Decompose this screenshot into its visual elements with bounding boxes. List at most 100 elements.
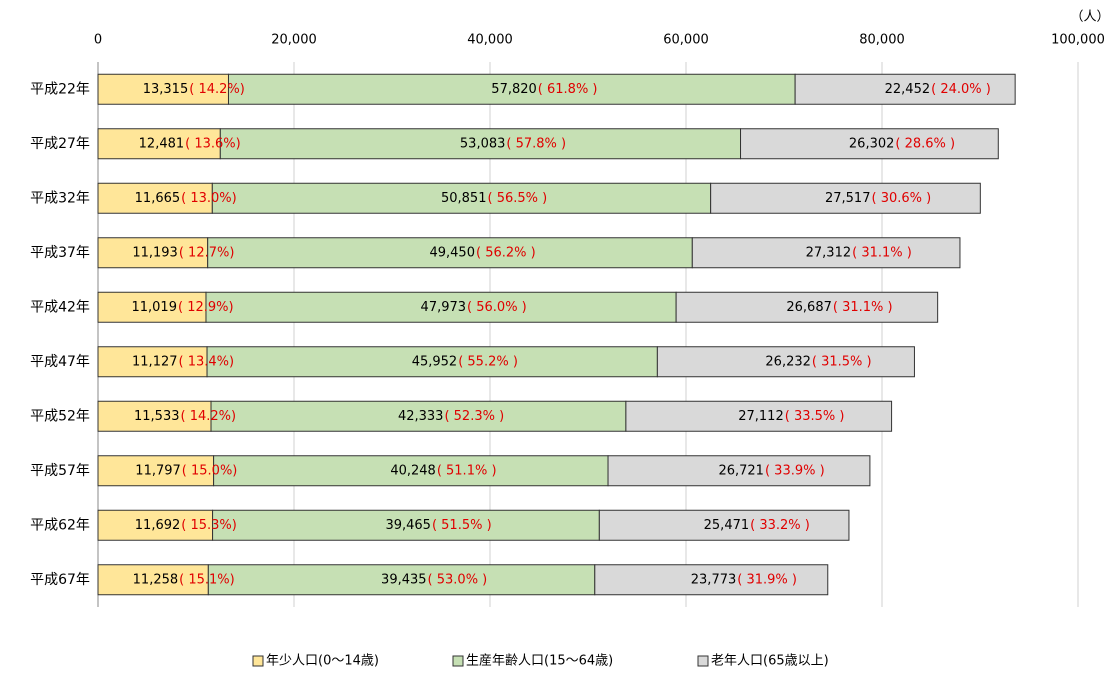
y-tick-label: 平成42年 <box>30 299 90 315</box>
bar-segment <box>594 564 829 596</box>
value-label: 49,450 <box>429 245 475 260</box>
bar-segment <box>710 182 981 214</box>
percent-label: ( 61.8% ) <box>538 82 598 97</box>
percent-label: ( 31.1% ) <box>852 245 912 260</box>
value-label: 22,452 <box>885 82 931 97</box>
legend-label: 老年人口(65歳以上) <box>711 654 829 669</box>
x-tick-label: 100,000 <box>1051 33 1105 48</box>
value-label: 11,258 <box>133 572 179 587</box>
y-tick-label: 平成22年 <box>30 81 90 97</box>
percent-label: ( 13.6%) <box>185 136 241 151</box>
y-tick-label: 平成52年 <box>30 408 90 424</box>
percent-label: ( 14.2%) <box>189 82 245 97</box>
bar-segment <box>675 291 939 323</box>
value-label: 25,471 <box>704 518 750 533</box>
bar-segment <box>97 128 221 160</box>
value-label: 42,333 <box>398 409 444 424</box>
percent-label: ( 28.6% ) <box>895 136 955 151</box>
bar-segment <box>97 237 209 269</box>
value-label: 11,127 <box>132 354 178 369</box>
bar-segment <box>97 291 207 323</box>
value-label: 27,517 <box>825 191 871 206</box>
value-label: 45,952 <box>412 354 458 369</box>
y-tick-label: 平成67年 <box>30 572 90 588</box>
bar-segment <box>219 128 742 160</box>
value-label: 13,315 <box>143 82 189 97</box>
value-label: 47,973 <box>421 300 467 315</box>
bar-segment <box>206 346 658 378</box>
value-label: 11,797 <box>135 463 181 478</box>
value-label: 26,687 <box>786 300 832 315</box>
legend-swatch <box>452 655 464 667</box>
value-label: 50,851 <box>441 191 487 206</box>
x-tick-label: 20,000 <box>271 33 317 48</box>
percent-label: ( 57.8% ) <box>506 136 566 151</box>
percent-label: ( 52.3% ) <box>444 409 504 424</box>
percent-label: ( 51.5% ) <box>432 518 492 533</box>
percent-label: ( 15.1%) <box>179 572 235 587</box>
bar-segment <box>691 237 961 269</box>
value-label: 11,665 <box>135 191 181 206</box>
value-label: 40,248 <box>390 463 436 478</box>
value-label: 23,773 <box>691 572 737 587</box>
bar-segment <box>97 182 213 214</box>
value-label: 27,312 <box>806 245 852 260</box>
percent-label: ( 12.7%) <box>179 245 235 260</box>
percent-label: ( 15.0%) <box>182 463 238 478</box>
percent-label: ( 31.5% ) <box>812 354 872 369</box>
x-tick-label: 40,000 <box>467 33 513 48</box>
percent-label: ( 56.5% ) <box>487 191 547 206</box>
percent-label: ( 33.9% ) <box>765 463 825 478</box>
percent-label: ( 15.3%) <box>181 518 237 533</box>
percent-label: ( 51.1% ) <box>437 463 497 478</box>
bar-segment <box>656 346 915 378</box>
value-label: 39,465 <box>385 518 431 533</box>
value-label: 11,533 <box>134 409 180 424</box>
legend-swatch <box>697 655 709 667</box>
bar-segment <box>212 509 600 541</box>
y-tick-label: 平成47年 <box>30 354 90 370</box>
percent-label: ( 55.2% ) <box>458 354 518 369</box>
bar-segment <box>607 455 871 487</box>
bar-segment <box>213 455 609 487</box>
value-label: 26,232 <box>765 354 811 369</box>
percent-label: ( 56.2% ) <box>476 245 536 260</box>
value-label: 27,112 <box>738 409 784 424</box>
percent-label: ( 33.2% ) <box>750 518 810 533</box>
percent-label: ( 30.6% ) <box>871 191 931 206</box>
value-label: 11,692 <box>135 518 181 533</box>
bar-segment <box>794 73 1016 105</box>
percent-label: ( 14.2%) <box>181 409 237 424</box>
y-tick-label: 平成37年 <box>30 245 90 261</box>
bar-segment <box>205 291 677 323</box>
x-tick-label: 0 <box>94 33 102 48</box>
legend-label: 年少人口(0～14歳) <box>266 654 379 669</box>
percent-label: ( 24.0% ) <box>931 82 991 97</box>
bar-segment <box>211 182 712 214</box>
percent-label: ( 12.9%) <box>178 300 234 315</box>
bar-segment <box>97 564 209 596</box>
value-label: 57,820 <box>491 82 537 97</box>
bar-segment <box>207 564 596 596</box>
percent-label: ( 53.0% ) <box>428 572 488 587</box>
percent-label: ( 56.0% ) <box>467 300 527 315</box>
value-label: 39,435 <box>381 572 427 587</box>
percent-label: ( 31.1% ) <box>833 300 893 315</box>
y-tick-label: 平成57年 <box>30 463 90 479</box>
bar-segment <box>740 128 999 160</box>
bar-segment <box>207 237 693 269</box>
bar-segment <box>598 509 850 541</box>
y-tick-label: 平成32年 <box>30 190 90 206</box>
bar-segment <box>97 73 229 105</box>
percent-label: ( 31.9% ) <box>737 572 797 587</box>
value-label: 11,019 <box>131 300 177 315</box>
value-label: 12,481 <box>139 136 185 151</box>
y-tick-label: 平成62年 <box>30 517 90 533</box>
percent-label: ( 13.0%) <box>181 191 237 206</box>
y-tick-label: 平成27年 <box>30 136 90 152</box>
percent-label: ( 13.4%) <box>179 354 235 369</box>
legend-swatch <box>252 655 264 667</box>
percent-label: ( 33.5% ) <box>785 409 845 424</box>
unit-label: （人） <box>1070 10 1109 25</box>
value-label: 26,302 <box>849 136 895 151</box>
